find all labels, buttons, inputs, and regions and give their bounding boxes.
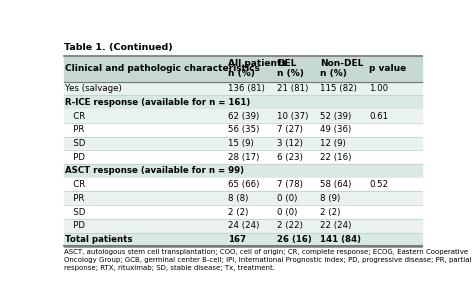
Text: 10 (37): 10 (37)	[277, 111, 308, 121]
Text: 0 (0): 0 (0)	[277, 208, 297, 216]
Bar	[64, 233, 422, 246]
Text: 0.52: 0.52	[369, 180, 388, 189]
Text: p value: p value	[369, 64, 407, 73]
Bar	[64, 123, 422, 137]
Text: 136 (81): 136 (81)	[228, 84, 265, 93]
Text: 22 (24): 22 (24)	[320, 221, 351, 230]
Text: 26 (16): 26 (16)	[277, 235, 311, 244]
Bar	[64, 109, 422, 123]
Text: R-ICE response (available for n = 161): R-ICE response (available for n = 161)	[65, 98, 250, 107]
Text: 62 (39): 62 (39)	[228, 111, 259, 121]
Bar	[64, 137, 422, 150]
Text: All patients
n (%): All patients n (%)	[228, 59, 287, 78]
Bar	[64, 164, 422, 178]
Text: Clinical and pathologic characteristics: Clinical and pathologic characteristics	[65, 64, 260, 73]
Text: 56 (35): 56 (35)	[228, 125, 259, 134]
Text: Table 1. (Continued): Table 1. (Continued)	[64, 43, 173, 52]
Text: 65 (66): 65 (66)	[228, 180, 259, 189]
Text: Yes (salvage): Yes (salvage)	[65, 84, 122, 93]
Text: PD: PD	[65, 153, 85, 162]
Text: 7 (78): 7 (78)	[277, 180, 302, 189]
Text: 0.61: 0.61	[369, 111, 388, 121]
Text: 3 (12): 3 (12)	[277, 139, 302, 148]
Text: Total patients: Total patients	[65, 235, 133, 244]
Text: 2 (22): 2 (22)	[277, 221, 302, 230]
Text: 8 (8): 8 (8)	[228, 194, 248, 203]
Text: 12 (9): 12 (9)	[320, 139, 346, 148]
Text: 7 (27): 7 (27)	[277, 125, 302, 134]
Text: 8 (9): 8 (9)	[320, 194, 340, 203]
Text: PD: PD	[65, 221, 85, 230]
Text: 22 (16): 22 (16)	[320, 153, 351, 162]
Text: 167: 167	[228, 235, 246, 244]
Text: ASCT, autologous stem cell transplantation; COO, cell of origin; CR, complete re: ASCT, autologous stem cell transplantati…	[64, 249, 471, 270]
Text: CR: CR	[65, 111, 85, 121]
Text: PR: PR	[65, 194, 84, 203]
Text: 2 (2): 2 (2)	[320, 208, 340, 216]
Text: 15 (9): 15 (9)	[228, 139, 254, 148]
Bar	[64, 95, 422, 109]
Text: 115 (82): 115 (82)	[320, 84, 357, 93]
Bar	[64, 205, 422, 219]
Text: 24 (24): 24 (24)	[228, 221, 259, 230]
Text: 28 (17): 28 (17)	[228, 153, 259, 162]
Text: 1.00: 1.00	[369, 84, 388, 93]
Bar	[64, 219, 422, 233]
Text: SD: SD	[65, 208, 85, 216]
Text: 49 (36): 49 (36)	[320, 125, 351, 134]
Text: Non-DEL
n (%): Non-DEL n (%)	[320, 59, 364, 78]
Text: SD: SD	[65, 139, 85, 148]
Text: 0 (0): 0 (0)	[277, 194, 297, 203]
Bar	[64, 56, 422, 82]
Text: 21 (81): 21 (81)	[277, 84, 308, 93]
Bar	[64, 150, 422, 164]
Text: DEL
n (%): DEL n (%)	[277, 59, 303, 78]
Text: PR: PR	[65, 125, 84, 134]
Bar	[64, 82, 422, 95]
Bar	[64, 178, 422, 192]
Text: 58 (64): 58 (64)	[320, 180, 351, 189]
Text: 141 (84): 141 (84)	[320, 235, 361, 244]
Bar	[64, 192, 422, 205]
Text: ASCT response (available for n = 99): ASCT response (available for n = 99)	[65, 166, 244, 175]
Text: 2 (2): 2 (2)	[228, 208, 248, 216]
Text: 6 (23): 6 (23)	[277, 153, 302, 162]
Text: 52 (39): 52 (39)	[320, 111, 351, 121]
Text: CR: CR	[65, 180, 85, 189]
